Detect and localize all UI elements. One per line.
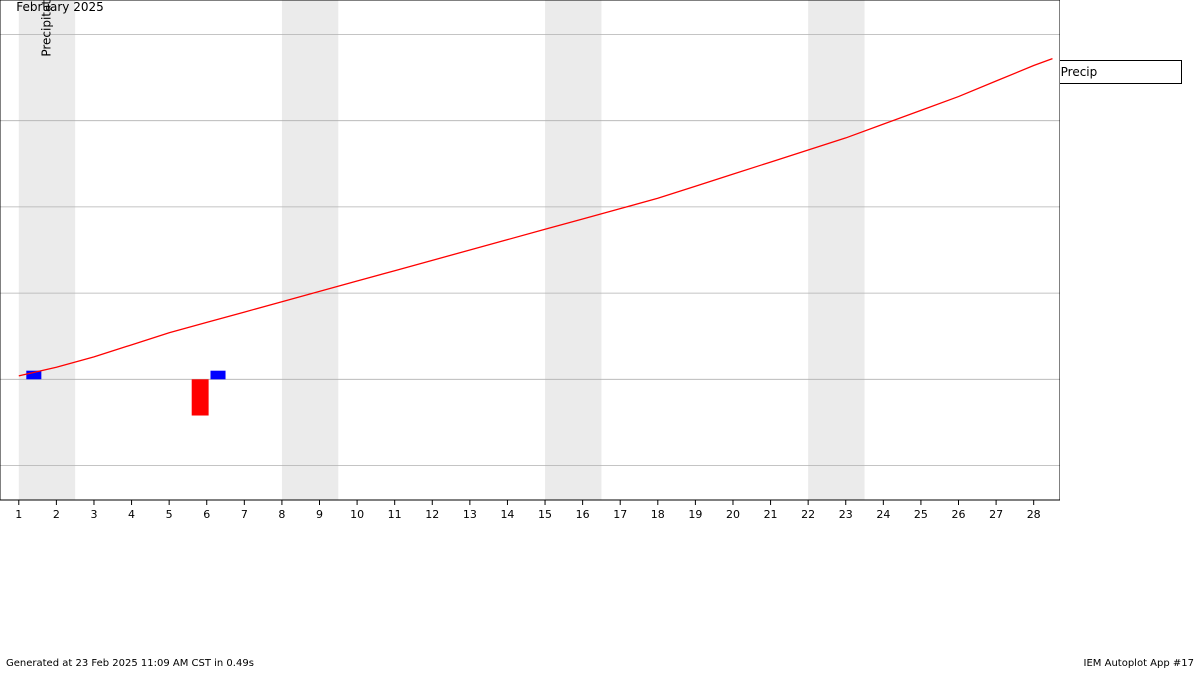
svg-text:18: 18 xyxy=(651,508,665,521)
svg-text:13: 13 xyxy=(463,508,477,521)
svg-text:26: 26 xyxy=(952,508,966,521)
footer-generated: Generated at 23 Feb 2025 11:09 AM CST in… xyxy=(6,658,254,669)
svg-text:2: 2 xyxy=(53,508,60,521)
svg-text:1: 1 xyxy=(15,508,22,521)
svg-text:7: 7 xyxy=(241,508,248,521)
svg-text:6: 6 xyxy=(203,508,210,521)
svg-text:15: 15 xyxy=(538,508,552,521)
x-axis-label: February 2025 xyxy=(0,0,120,14)
svg-text:25: 25 xyxy=(914,508,928,521)
svg-text:24: 24 xyxy=(876,508,890,521)
svg-text:5: 5 xyxy=(166,508,173,521)
svg-text:14: 14 xyxy=(500,508,514,521)
svg-text:27: 27 xyxy=(989,508,1003,521)
svg-text:28: 28 xyxy=(1027,508,1041,521)
svg-text:20: 20 xyxy=(726,508,740,521)
svg-text:16: 16 xyxy=(576,508,590,521)
svg-text:17: 17 xyxy=(613,508,627,521)
svg-text:12: 12 xyxy=(425,508,439,521)
svg-text:11: 11 xyxy=(388,508,402,521)
svg-text:23: 23 xyxy=(839,508,853,521)
svg-text:22: 22 xyxy=(801,508,815,521)
svg-text:21: 21 xyxy=(764,508,778,521)
svg-text:10: 10 xyxy=(350,508,364,521)
footer-app: IEM Autoplot App #17 xyxy=(1084,658,1194,669)
svg-text:9: 9 xyxy=(316,508,323,521)
svg-text:3: 3 xyxy=(90,508,97,521)
svg-text:8: 8 xyxy=(278,508,285,521)
precip-chart: −0.50.00.51.01.52.0123456789101112131415… xyxy=(0,0,1060,540)
svg-text:19: 19 xyxy=(688,508,702,521)
svg-text:4: 4 xyxy=(128,508,135,521)
